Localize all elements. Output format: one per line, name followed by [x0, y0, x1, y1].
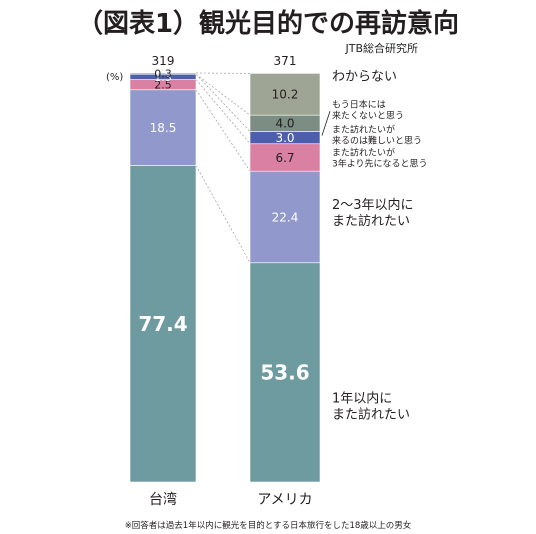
legend-leader-line [321, 111, 331, 136]
bar-segment [129, 89, 197, 166]
data-label: 18.5 [150, 121, 177, 135]
data-label: 4.0 [275, 117, 294, 131]
legend-label: また訪れたい [332, 213, 410, 229]
legend-label: また訪れたいが [332, 124, 395, 136]
data-label: 2.5 [154, 79, 172, 92]
data-label: 10.2 [272, 88, 299, 102]
legend-label: 来たくないと思う [332, 110, 404, 121]
category-label: アメリカ [257, 492, 312, 508]
connector-line [195, 89, 251, 172]
bar-segment [249, 170, 321, 264]
legend-label: また訪れたいが [332, 146, 395, 158]
sample-size-label: 371 [274, 54, 297, 68]
data-label: 77.4 [138, 312, 187, 336]
data-label: 3.0 [275, 131, 294, 145]
legend-label: 来るのは難しいと思う [332, 135, 422, 147]
category-label: 台湾 [149, 491, 177, 508]
legend-label: わからない [332, 69, 397, 84]
bar-segment [249, 73, 321, 116]
footnote: ※回答者は過去1年以内に観光を目的とする日本旅行をした18歳以上の男女 [125, 520, 412, 531]
source-label: JTB総合研究所 [344, 41, 418, 55]
legend-label: 3年より先になると思う [332, 157, 428, 169]
legend-label: また訪れたい [332, 406, 410, 422]
bar-segment [249, 143, 321, 172]
unit-label: (%) [106, 72, 123, 83]
bar-segment [249, 262, 321, 483]
data-label: 6.7 [275, 151, 294, 165]
data-label: 0.3 [154, 68, 172, 81]
connector-line [195, 165, 251, 263]
bar-segment [129, 72, 197, 75]
connector-line [195, 79, 251, 144]
data-label: 53.6 [260, 361, 309, 385]
legend-label: もう日本には [332, 98, 386, 110]
legend-label: 1年以内に [332, 390, 392, 406]
connector-line [195, 73, 251, 132]
data-label: 22.4 [272, 210, 299, 224]
chart-title: （図表1）観光目的での再訪意向 [77, 8, 459, 39]
connector-line [195, 73, 251, 116]
legend-layer: 1年以内にまた訪れたい2～3年以内にまた訪れたいまた訪れたいが3年より先になると… [321, 69, 428, 422]
legend-label: 2～3年以内に [332, 197, 414, 213]
data-label: 1.3 [154, 71, 172, 84]
sample-size-label: 319 [152, 54, 175, 68]
bar-segment [129, 165, 197, 483]
